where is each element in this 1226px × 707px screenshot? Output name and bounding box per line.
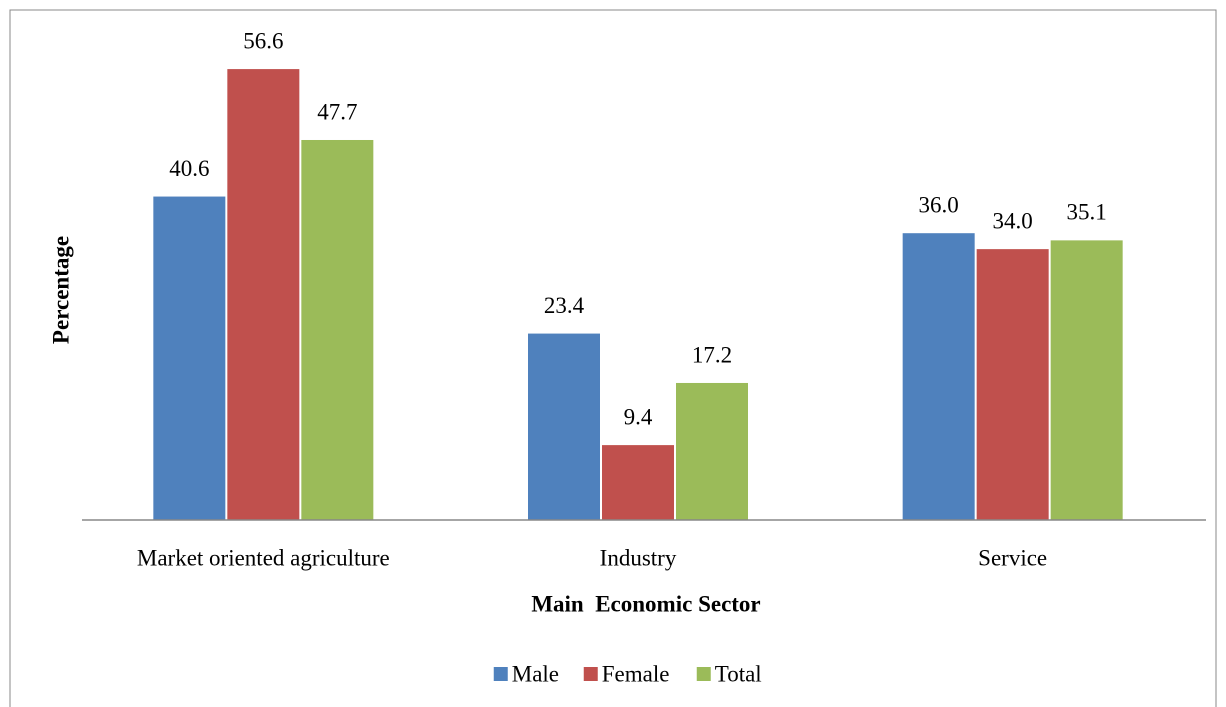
value-label: 40.6	[169, 156, 209, 181]
x-axis-title: Main Economic Sector	[531, 591, 760, 616]
value-label: 9.4	[624, 404, 653, 429]
bar	[1050, 240, 1123, 520]
bar	[301, 139, 374, 521]
value-label: 35.1	[1067, 200, 1107, 225]
legend-swatch	[493, 667, 508, 681]
legend-label: Female	[602, 661, 670, 686]
bar	[676, 382, 748, 520]
bar	[902, 233, 975, 520]
bar	[528, 333, 600, 520]
x-tick-label: Market oriented agriculture	[137, 545, 390, 570]
legend-swatch	[696, 667, 711, 681]
legend-swatch	[583, 667, 598, 681]
bar	[153, 196, 226, 520]
x-tick-label: Industry	[600, 545, 677, 570]
bar	[602, 445, 674, 520]
chart-border	[9, 9, 1217, 707]
value-label: 47.7	[317, 99, 357, 124]
value-label: 56.6	[243, 28, 283, 53]
x-tick-label: Service	[978, 545, 1047, 570]
value-label: 17.2	[692, 342, 732, 367]
bar	[227, 69, 300, 520]
value-label: 23.4	[544, 293, 585, 318]
value-label: 36.0	[919, 192, 959, 217]
y-axis-title: Percentage	[48, 236, 73, 344]
value-label: 34.0	[993, 208, 1033, 233]
legend-label: Male	[512, 661, 559, 686]
bar	[976, 249, 1049, 520]
legend-label: Total	[715, 661, 762, 686]
